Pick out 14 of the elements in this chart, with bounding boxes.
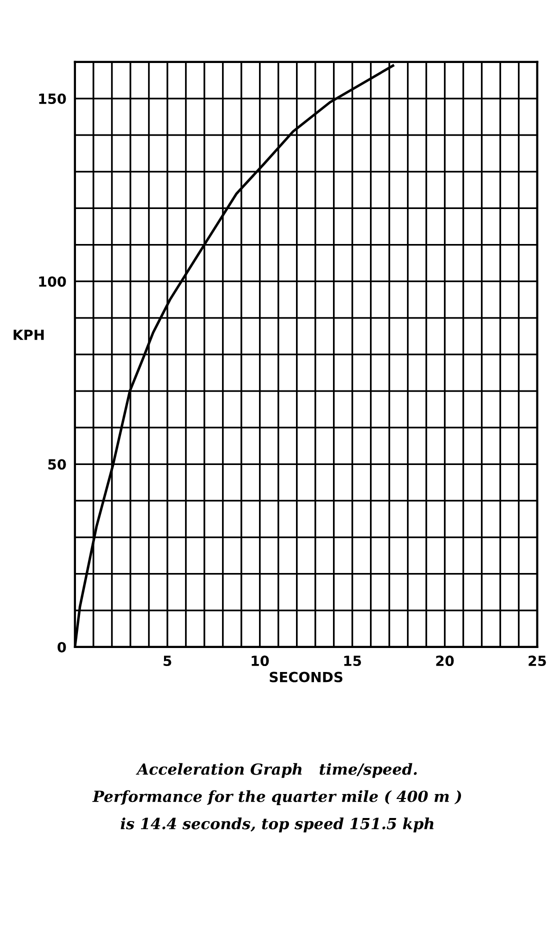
text: is 14.4 seconds, top speed 151.5 kph — [120, 818, 434, 832]
x-tick-label: 20 — [436, 656, 454, 666]
x-tick-label: 15 — [344, 656, 362, 666]
x-axis-title: SECONDS — [270, 672, 342, 682]
y-tick-label: 0 — [58, 642, 66, 652]
x-tick-label: 10 — [252, 656, 269, 666]
y-tick-label: 100 — [39, 276, 66, 287]
x-tick-label: 25 — [528, 656, 546, 666]
y-tick-label: 50 — [48, 459, 66, 470]
text: Performance for the quarter mile ( 400 m ) — [92, 790, 462, 806]
text: Acceleration Graph time/speed. — [136, 763, 417, 778]
x-tick-label: 5 — [164, 656, 172, 666]
y-axis-title: KPH — [14, 330, 44, 340]
y-tick-label: 150 — [39, 94, 66, 104]
